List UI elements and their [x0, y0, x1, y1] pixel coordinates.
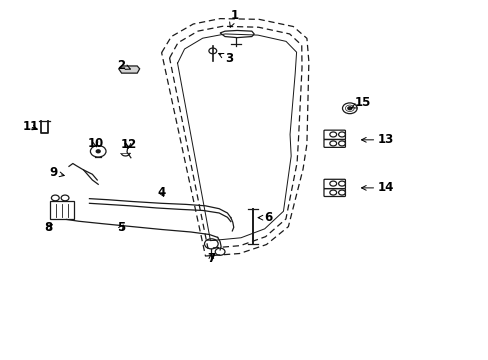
Text: 7: 7: [207, 252, 215, 265]
Text: 13: 13: [361, 133, 393, 146]
Text: 4: 4: [157, 186, 165, 199]
Text: 3: 3: [218, 52, 232, 65]
Text: 6: 6: [258, 211, 271, 224]
Polygon shape: [119, 66, 140, 73]
Text: 12: 12: [120, 138, 136, 151]
Polygon shape: [220, 31, 254, 38]
Circle shape: [96, 150, 100, 153]
Text: 8: 8: [44, 221, 53, 234]
Circle shape: [347, 107, 351, 110]
Text: 11: 11: [23, 121, 39, 134]
Text: 15: 15: [351, 96, 370, 109]
Text: 9: 9: [49, 166, 64, 179]
Text: 14: 14: [361, 181, 393, 194]
Text: 10: 10: [87, 137, 103, 150]
Text: 2: 2: [117, 59, 130, 72]
Text: 1: 1: [229, 9, 238, 27]
Text: 5: 5: [117, 221, 125, 234]
